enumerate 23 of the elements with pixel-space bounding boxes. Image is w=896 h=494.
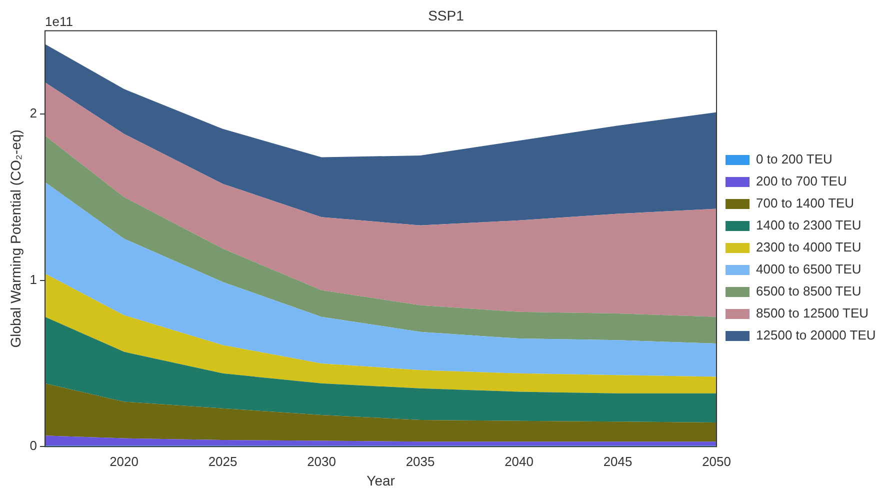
x-tick-label: 2020 <box>110 454 138 469</box>
y-axis-title: Global Warming Potential (CO₂-eq) <box>7 130 24 348</box>
x-tick-label: 2045 <box>603 454 632 469</box>
y-tick-label: 2 <box>30 106 38 121</box>
y-tick-label: 1 <box>30 272 38 287</box>
x-axis-title: Year <box>366 472 396 488</box>
legend-label: 200 to 700 TEU <box>756 174 847 189</box>
legend-label: 2300 to 4000 TEU <box>756 240 862 255</box>
x-tick-label: 2025 <box>208 454 238 469</box>
legend-label: 1400 to 2300 TEU <box>756 218 862 233</box>
legend-label: 12500 to 20000 TEU <box>756 328 876 343</box>
text: 1e11 <box>45 14 73 29</box>
legend-label: 4000 to 6500 TEU <box>756 262 862 277</box>
legend-label: 700 to 1400 TEU <box>756 196 854 211</box>
legend-label: 0 to 200 TEU <box>756 152 832 167</box>
chart-title: SSP1 <box>428 7 464 24</box>
x-tick-label: 2030 <box>307 454 336 469</box>
x-tick-label: 2040 <box>504 454 534 469</box>
y-tick-label: 0 <box>30 438 38 454</box>
x-tick-label: 2035 <box>406 454 435 469</box>
legend-label: 6500 to 8500 TEU <box>756 284 862 299</box>
legend-label: 8500 to 12500 TEU <box>756 306 869 321</box>
x-tick-label: 2050 <box>702 454 731 469</box>
